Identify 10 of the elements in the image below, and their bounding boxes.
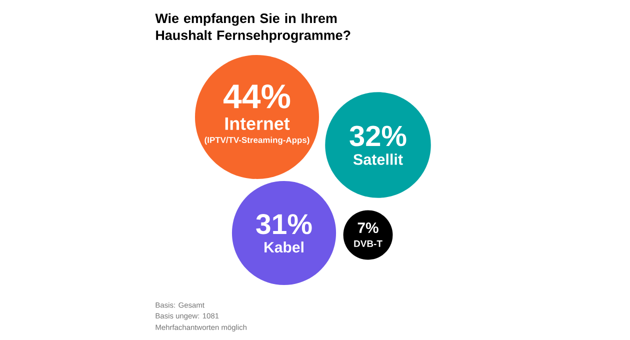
data-label: 31% xyxy=(256,214,312,234)
data-label: 32% xyxy=(350,126,406,146)
text: Wie empfangen Sie in Ihrem Haushalt Fernsehprogramme? xyxy=(155,13,350,43)
category-label: Kabel xyxy=(264,242,304,253)
category-label: DVB-T xyxy=(354,240,382,247)
category-label: Internet xyxy=(225,118,290,130)
text: (IPTV/TV-Streaming-Apps) xyxy=(204,136,310,145)
data-label: 7% xyxy=(358,222,378,234)
data-label: 44% xyxy=(224,84,290,108)
category-label: Satellit xyxy=(353,154,403,165)
